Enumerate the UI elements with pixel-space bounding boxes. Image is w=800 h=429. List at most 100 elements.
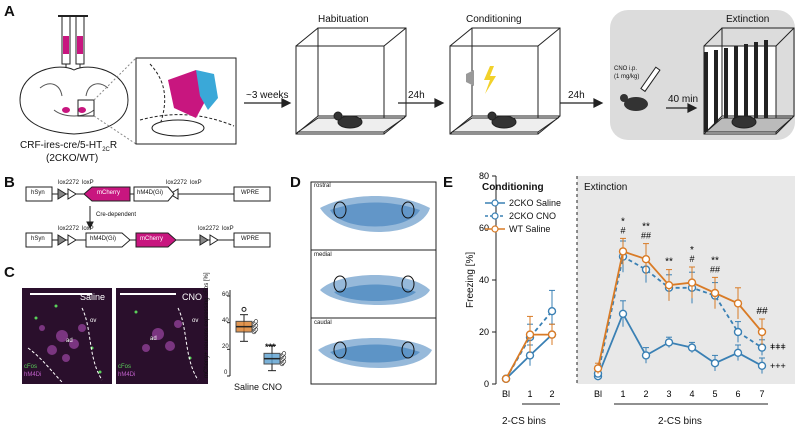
legend-label: 2CKO Saline — [509, 197, 562, 208]
panel-c-ytick-60: 60 — [222, 292, 229, 298]
data-point — [710, 288, 720, 298]
chart-xtick-label: 7 — [759, 389, 764, 399]
cno-mg-label: (1 mg/kg) — [614, 74, 640, 80]
data-point — [710, 359, 720, 368]
chart-xtick-label: Bl — [502, 389, 510, 399]
chart-xtick-label: 5 — [712, 389, 717, 399]
panel-c-ytick-20: 20 — [222, 344, 229, 350]
data-point — [757, 343, 767, 352]
ov-label-2: ov — [192, 318, 199, 324]
chart-legend: 2CKO Saline 2CKO CNO WT Saline — [484, 196, 561, 235]
significance-plus: +++ — [770, 361, 786, 371]
significance-star: * — [690, 245, 694, 256]
legend-title-conditioning: Conditioning — [482, 182, 544, 193]
cond-bins-label: 2-CS bins — [502, 416, 546, 427]
data-point — [641, 351, 651, 360]
significance-star: * — [621, 216, 625, 227]
data-point — [687, 343, 697, 352]
panel-label-c: C — [4, 264, 15, 281]
loxp-label-2: loxP — [190, 180, 202, 186]
data-point — [664, 281, 674, 290]
lox-label-3: lox2272 — [58, 226, 80, 232]
hm4d-label-2: hM4D(Gi) — [90, 236, 117, 242]
loxp-label-1: loxP — [82, 180, 94, 186]
significance-star: ** — [711, 255, 719, 266]
cfos-label-1: cFos — [24, 364, 38, 370]
box-datapoint — [281, 351, 287, 356]
legend-item: 2CKO Saline — [484, 196, 561, 209]
chart-xtick-label: 1 — [527, 389, 532, 399]
data-point — [618, 309, 628, 318]
heatmap-medial — [320, 275, 430, 305]
legend-item: WT Saline — [484, 222, 561, 235]
data-point — [547, 330, 557, 339]
chart-ytick-label: 60 — [479, 223, 489, 233]
cre-dependent-label: Cre-dependent — [96, 212, 137, 218]
chart-xtick-label: 6 — [735, 389, 740, 399]
panel-label-b: B — [4, 174, 15, 191]
ext-bins-label: 2-CS bins — [658, 416, 702, 427]
data-point — [733, 299, 743, 308]
chart-ytick-label: 80 — [479, 171, 489, 181]
chart-xtick-label: 2 — [549, 389, 554, 399]
section-label-medial: medial — [314, 252, 332, 258]
ov-label-1: ov — [90, 318, 97, 324]
conditioning-box-icon — [449, 27, 561, 135]
legend-swatch — [485, 198, 505, 207]
heatmap-caudal — [318, 338, 432, 368]
data-point — [525, 330, 535, 339]
timeline-arrows — [244, 98, 698, 113]
loxp-label-3: loxP — [82, 226, 94, 232]
stage-extinction: Extinction — [726, 14, 770, 25]
box-datapoint — [253, 319, 259, 324]
data-point — [757, 327, 767, 337]
panel-c-ytick-40: 40 — [222, 318, 229, 324]
chart-xtick-label: 3 — [666, 389, 671, 399]
lox-label-1: lox2272 — [58, 180, 80, 186]
series-line-ext-0 — [597, 311, 763, 377]
significance-plus: +++ — [770, 341, 786, 351]
legend-swatch — [485, 211, 505, 220]
weeks-label: ~3 weeks — [246, 90, 289, 101]
legend-marker — [491, 211, 499, 220]
stage-habituation: Habituation — [318, 14, 369, 25]
genotype-label: (2CKO/WT) — [46, 153, 99, 164]
significance-hash: ## — [710, 264, 720, 274]
panel-label-e: E — [443, 174, 454, 191]
panel-label-a: A — [4, 3, 15, 20]
data-point — [641, 255, 651, 264]
hm4d-label-1: hM4D(Gi) — [137, 190, 164, 196]
significance-hash: # — [620, 225, 625, 235]
delay-label-1: 24h — [408, 90, 425, 101]
panel-c-xtick-saline: Saline — [234, 382, 260, 392]
data-point — [687, 278, 697, 287]
data-point — [525, 351, 535, 360]
data-point — [664, 338, 674, 347]
significance-hash: # — [689, 254, 694, 264]
wpre-label-2: WPRE — [241, 236, 259, 242]
cno-dose-label: CNO i.p. — [614, 66, 638, 72]
chart-ytick-label: 20 — [479, 327, 489, 337]
wait-label: 40 min — [668, 94, 699, 105]
extinction-box-icon — [703, 27, 795, 135]
loxp-label-4: loxP — [222, 226, 234, 232]
ad-label-1: ad — [66, 338, 73, 344]
chart-xtick-label: 1 — [620, 389, 625, 399]
hsyn-label-1: hSyn — [31, 190, 45, 196]
data-point — [547, 307, 557, 316]
brain-section-icon — [19, 57, 137, 145]
heatmap-rostral — [320, 196, 430, 232]
data-point — [618, 247, 628, 256]
data-point — [501, 374, 511, 383]
lox-label-2: lox2272 — [166, 180, 188, 186]
habituation-box-icon — [295, 27, 407, 135]
hsyn-label-2: hSyn — [31, 236, 45, 242]
stage-conditioning: Conditioning — [466, 14, 522, 25]
micrograph-saline — [22, 288, 112, 384]
ad-label-2: ad — [150, 336, 157, 342]
panel-c-ytick-0: 0 — [224, 370, 228, 376]
data-point — [733, 327, 743, 337]
